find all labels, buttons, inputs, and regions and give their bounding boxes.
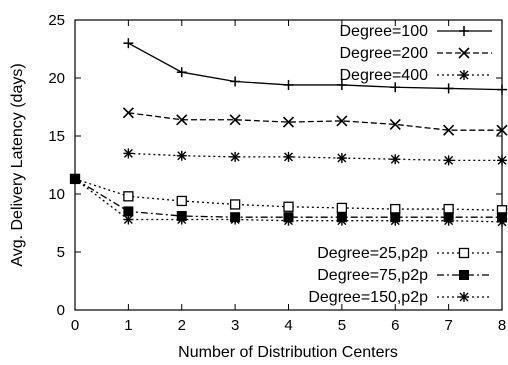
legend-top: Degree=100 Degree=200 Degree=400 — [339, 23, 492, 84]
x-tick-label: 0 — [71, 317, 79, 334]
legend-marker — [459, 70, 469, 80]
data-point — [123, 191, 134, 202]
data-point — [336, 79, 347, 90]
data-point — [283, 201, 294, 212]
y-tick-label: 15 — [48, 128, 65, 145]
series-2 — [123, 148, 507, 166]
data-point — [229, 114, 241, 126]
series-line — [128, 42, 503, 91]
x-tick-label: 7 — [444, 317, 452, 334]
data-point — [443, 215, 454, 226]
series-line — [128, 152, 502, 162]
data-point — [336, 115, 348, 127]
legend-marker — [459, 292, 469, 302]
plot-frame — [74, 19, 503, 311]
data-point — [176, 214, 187, 225]
data-point — [389, 118, 401, 130]
data-point — [496, 124, 508, 136]
x-tick-label: 2 — [178, 317, 186, 334]
legend-label: Degree=150,p2p — [308, 289, 428, 306]
y-tick-label: 20 — [48, 70, 65, 87]
y-tick-label: 0 — [57, 302, 65, 319]
series-line — [74, 178, 502, 218]
x-tick-label: 8 — [498, 317, 506, 334]
legend-bottom: Degree=25,p2p Degree=75,p2p Degree=150,p2p — [308, 245, 492, 306]
data-point — [336, 202, 348, 214]
series-3 — [69, 173, 508, 216]
series-5 — [70, 173, 507, 227]
data-point — [390, 82, 401, 93]
data-point — [123, 214, 134, 225]
legend-marker — [459, 270, 469, 280]
x-tick-label: 4 — [284, 317, 292, 334]
data-point — [176, 114, 188, 126]
y-tick-label: 5 — [57, 244, 65, 261]
data-point — [176, 67, 187, 78]
series-1 — [122, 107, 508, 136]
data-point — [230, 151, 241, 162]
data-point — [229, 199, 241, 210]
data-point — [336, 153, 347, 164]
data-point — [390, 154, 401, 165]
data-point — [497, 216, 507, 227]
data-point — [283, 79, 294, 90]
data-point — [123, 148, 134, 159]
data-point — [122, 107, 134, 119]
x-tick-label: 3 — [231, 317, 239, 334]
data-point — [443, 124, 455, 136]
data-point — [336, 215, 347, 226]
data-point — [70, 173, 80, 184]
data-point — [497, 84, 507, 95]
data-point — [123, 38, 134, 49]
legend-label: Degree=25,p2p — [317, 245, 428, 262]
series-4 — [70, 173, 507, 223]
x-tick-label: 5 — [338, 317, 346, 334]
data-point — [176, 195, 187, 207]
data-point — [283, 215, 294, 226]
data-point — [497, 155, 507, 166]
legend-label: Degree=400 — [339, 67, 428, 84]
legend-marker — [458, 247, 470, 259]
data-point — [176, 150, 187, 161]
legend-label: Degree=75,p2p — [317, 267, 428, 284]
legend-marker — [459, 26, 469, 36]
data-point — [282, 116, 295, 128]
legend-marker — [458, 47, 470, 59]
legend-label: Degree=200 — [339, 45, 428, 62]
data-point — [443, 83, 454, 94]
data-point — [230, 76, 241, 87]
y-axis-label: Avg. Delivery Latency (days) — [9, 63, 26, 266]
data-point — [390, 215, 401, 226]
x-tick-label: 6 — [391, 317, 399, 334]
x-tick-label: 1 — [124, 317, 132, 334]
x-axis-label: Number of Distribution Centers — [178, 344, 398, 361]
y-tick-label: 10 — [48, 186, 65, 203]
data-point — [283, 151, 294, 162]
y-tick-label: 25 — [48, 12, 65, 29]
data-point — [443, 155, 454, 166]
series-0 — [123, 38, 507, 95]
legend-label: Degree=100 — [339, 23, 428, 40]
data-point — [230, 214, 241, 225]
